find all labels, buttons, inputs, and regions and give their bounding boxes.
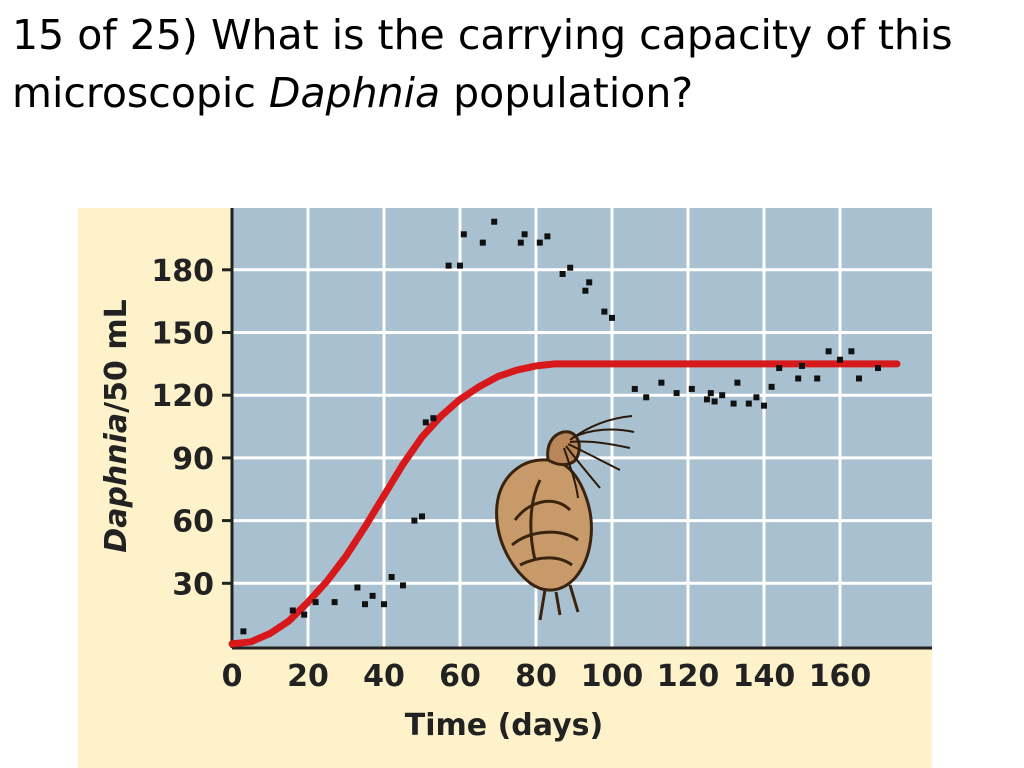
data-point	[479, 239, 486, 246]
axes	[222, 208, 932, 650]
data-point	[567, 264, 574, 271]
data-point	[301, 611, 308, 618]
data-point	[517, 239, 524, 246]
daphnia-tail-spine	[538, 584, 580, 621]
logistic-curve	[228, 360, 901, 648]
data-point	[825, 348, 832, 355]
question-text: 15 of 25) What is the carrying capacity …	[12, 6, 1012, 122]
data-point	[586, 279, 593, 286]
data-point	[707, 390, 714, 397]
data-point	[643, 394, 650, 401]
x-tick-label: 120	[657, 659, 720, 694]
data-point	[430, 415, 437, 422]
data-point	[544, 233, 551, 240]
data-point	[521, 231, 528, 238]
x-tick-label: 100	[581, 659, 644, 694]
data-point	[460, 231, 467, 238]
data-point	[609, 314, 615, 321]
plot-area	[232, 208, 932, 648]
y-axis-title-rest: /50 mL	[99, 299, 134, 413]
population-growth-chart: 0 20 40 60 80 100 120 140 160 30 60 90 120 150 180 Tim…	[99, 208, 932, 743]
tick-labels: 0 20 40 60 80 100 120 140 160 30 60 90 120 150 180	[151, 254, 871, 694]
daphnia-illustration	[495, 415, 635, 621]
x-tick-label: 0	[222, 659, 243, 694]
daphnia-antennae	[563, 415, 635, 499]
data-point	[491, 218, 498, 225]
data-point	[658, 379, 665, 386]
logistic-curve-layer	[228, 360, 901, 648]
x-tick-label: 80	[515, 659, 557, 694]
x-tick-label: 140	[733, 659, 796, 694]
data-point	[734, 379, 741, 386]
data-point	[422, 419, 429, 426]
x-axis-title: Time (days)	[405, 708, 603, 743]
data-point	[601, 308, 608, 315]
y-tick-label: 90	[172, 442, 214, 477]
data-point	[400, 582, 406, 589]
data-point	[768, 383, 775, 390]
data-points-layer	[240, 218, 881, 635]
data-point	[795, 375, 802, 382]
data-point	[719, 392, 726, 399]
data-point	[776, 365, 783, 372]
data-point	[536, 239, 543, 246]
data-point	[761, 402, 767, 409]
data-point	[730, 400, 737, 407]
chart-panel: 0 20 40 60 80 100 120 140 160 30 60 90 120 150 180 Tim…	[78, 208, 932, 768]
data-point	[799, 362, 805, 369]
x-tick-label: 60	[439, 659, 481, 694]
data-point	[445, 262, 452, 269]
data-point	[289, 607, 296, 614]
y-tick-label: 120	[151, 379, 214, 414]
data-point	[688, 385, 695, 392]
question-suffix: population?	[440, 69, 694, 117]
data-point	[457, 262, 463, 269]
data-point	[711, 398, 718, 405]
data-point	[814, 375, 821, 382]
data-point	[848, 348, 855, 355]
question-prefix: 15 of 25) What is the carrying capacity …	[12, 11, 953, 117]
data-point	[753, 394, 760, 401]
data-point	[875, 365, 881, 372]
data-point	[559, 270, 566, 277]
data-point	[631, 385, 638, 392]
data-point	[331, 599, 338, 606]
data-point	[582, 287, 589, 294]
data-point	[704, 396, 710, 403]
y-axis-title: Daphnia/50 mL	[99, 299, 134, 552]
data-point	[837, 356, 843, 363]
question-italic-word: Daphnia	[268, 69, 441, 117]
y-tick-label: 180	[151, 254, 214, 289]
data-point	[240, 628, 247, 635]
x-tick-label: 160	[809, 659, 872, 694]
daphnia-body	[495, 458, 593, 592]
data-point	[369, 592, 376, 599]
x-tick-label: 20	[287, 659, 329, 694]
data-point	[388, 574, 395, 581]
data-point	[856, 375, 862, 382]
daphnia-gut	[511, 479, 579, 567]
data-point	[362, 601, 368, 608]
y-tick-label: 60	[172, 505, 214, 540]
grid-lines	[232, 208, 932, 648]
data-point	[411, 517, 418, 524]
data-point	[673, 390, 680, 397]
data-point	[312, 599, 319, 606]
y-axis-title-italic: Daphnia	[99, 413, 134, 553]
data-point	[745, 400, 752, 407]
data-point	[419, 513, 425, 520]
y-tick-label: 30	[172, 567, 214, 602]
x-tick-label: 40	[363, 659, 405, 694]
data-point	[354, 584, 361, 591]
data-point	[381, 601, 387, 608]
y-tick-label: 150	[151, 317, 214, 352]
